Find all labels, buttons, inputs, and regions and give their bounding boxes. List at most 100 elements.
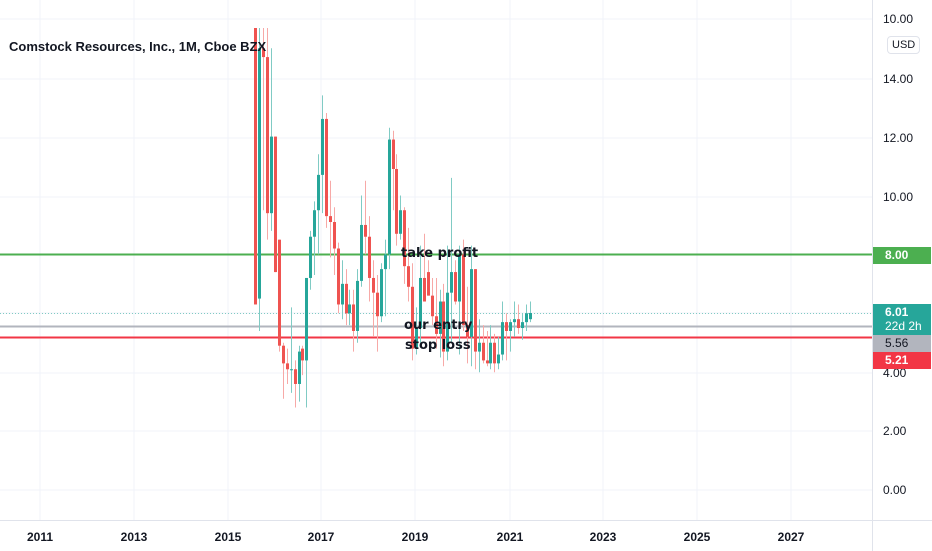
candle [415, 307, 418, 355]
candle [439, 289, 442, 358]
candle [505, 313, 508, 361]
candle [462, 239, 465, 331]
candle [442, 283, 445, 367]
candle [329, 180, 332, 258]
price-tick-label: 14.00 [883, 72, 914, 86]
candle [493, 333, 496, 373]
candle [431, 277, 434, 326]
candle [305, 277, 308, 408]
candle [419, 245, 422, 343]
candle [435, 277, 438, 349]
candle [458, 245, 461, 355]
candle [258, 28, 261, 331]
candle [392, 130, 395, 211]
candle [266, 28, 269, 240]
candle [497, 336, 500, 370]
time-tick-label: 2017 [307, 530, 335, 544]
candle [352, 289, 355, 352]
candle [380, 263, 383, 323]
candle [337, 242, 340, 314]
candle [423, 233, 426, 302]
candle [309, 230, 312, 290]
candle [489, 325, 492, 370]
price-tick-label: 10.00 [883, 12, 914, 26]
price-tick-label: 2.00 [883, 424, 907, 438]
candle [298, 345, 301, 402]
entry-price: 5.56 [885, 336, 909, 350]
candle [321, 95, 324, 214]
candle [395, 154, 398, 246]
candle [333, 207, 336, 276]
candle [317, 154, 320, 255]
candle [286, 348, 289, 384]
currency-button[interactable]: USD [887, 36, 921, 54]
candle [290, 307, 293, 393]
candle [478, 319, 481, 373]
candle [368, 216, 371, 302]
candle [254, 28, 257, 305]
entry-price-tag: 5.56 [873, 335, 931, 352]
candle [325, 113, 328, 228]
candle [529, 301, 532, 323]
time-tick-label: 2015 [214, 530, 242, 544]
annotation-stop-loss[interactable]: stop loss [405, 338, 471, 353]
price-tick-label: 12.00 [883, 131, 914, 145]
candle [450, 177, 453, 343]
candle [517, 304, 520, 334]
candle [274, 136, 277, 273]
candle [384, 239, 387, 317]
candle [446, 245, 449, 361]
candle [525, 304, 528, 331]
candle [345, 269, 348, 326]
time-tick-label: 2013 [120, 530, 148, 544]
candle [262, 28, 265, 211]
candle [486, 330, 489, 367]
candle [294, 360, 297, 408]
last-price: 6.01 [885, 305, 909, 319]
chart-pane[interactable]: Comstock Resources, Inc., 1M, Cboe BZX t… [0, 0, 872, 520]
candle [376, 275, 379, 352]
candle [466, 286, 469, 364]
symbol-title: Comstock Resources, Inc., 1M, Cboe BZX [9, 39, 267, 54]
candle [356, 269, 359, 343]
candle [399, 195, 402, 240]
price-tick-label: 4.00 [883, 366, 907, 380]
time-tick-label: 2011 [26, 530, 54, 544]
time-tick-label: 2021 [496, 530, 524, 544]
time-tick-label: 2019 [401, 530, 429, 544]
candle [301, 345, 304, 376]
annotation-take-profit[interactable]: take profit [401, 246, 479, 261]
candle [270, 48, 273, 231]
time-tick-label: 2025 [683, 530, 711, 544]
candle [278, 239, 281, 352]
candle [348, 289, 351, 326]
stop-loss-price-tag: 5.21 [873, 352, 931, 369]
price-tick-label: 0.00 [883, 483, 907, 497]
last-price-tag: 6.01 22d 2h [873, 304, 931, 335]
candle [513, 301, 516, 337]
candle [360, 195, 363, 287]
time-axis[interactable]: 2011 2013 2015 2017 2019 2021 2023 2025 2027 [0, 520, 872, 551]
candle [501, 301, 504, 361]
candle [364, 180, 367, 255]
bar-countdown: 22d 2h [885, 319, 922, 333]
price-tick-label: 10.00 [883, 190, 914, 204]
time-tick-label: 2027 [777, 530, 805, 544]
candle [482, 325, 485, 364]
candle [411, 263, 414, 361]
candlestick-chart[interactable] [0, 0, 872, 520]
candle [470, 245, 473, 367]
axis-corner [872, 520, 932, 551]
stop-loss-price: 5.21 [885, 353, 909, 367]
candle [282, 342, 285, 399]
candle [313, 201, 316, 276]
candle [427, 260, 430, 296]
annotation-our-entry[interactable]: our entry [404, 318, 473, 333]
take-profit-price: 8.00 [885, 248, 909, 262]
candle [403, 207, 406, 284]
candle [474, 269, 477, 370]
candle [372, 260, 375, 337]
price-axis[interactable]: 10.00 14.00 12.00 10.00 4.00 2.00 0.00 USD 8.0… [872, 0, 932, 520]
take-profit-price-tag: 8.00 [873, 247, 931, 264]
candle [341, 260, 344, 320]
